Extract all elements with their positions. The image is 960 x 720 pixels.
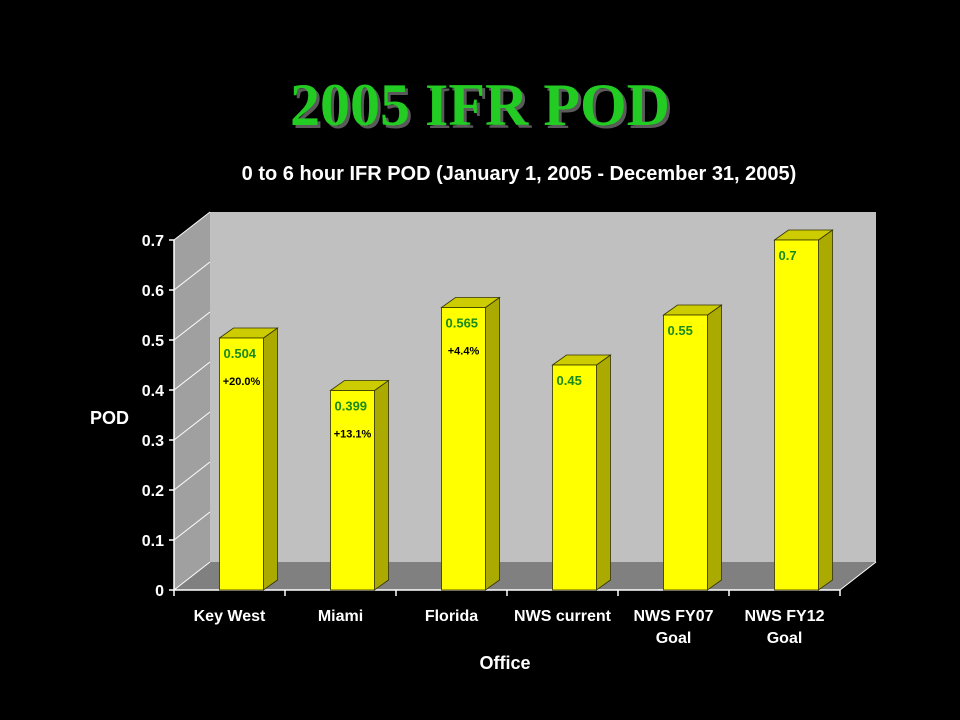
bar-value-label: 0.7 bbox=[779, 248, 797, 263]
x-tick-label: Florida bbox=[425, 608, 478, 625]
x-tick-label: Miami bbox=[318, 608, 363, 625]
bar-percent-label: +20.0% bbox=[223, 376, 261, 388]
y-tick-diagonal bbox=[173, 211, 211, 241]
y-tick-label: 0.1 bbox=[142, 533, 164, 550]
chart-labels: 0.504 +20.0% Key West 0.399 +13.1% Miami 0.565… bbox=[194, 248, 825, 647]
chart-bars bbox=[218, 229, 834, 591]
bar-value-label: 0.565 bbox=[446, 316, 479, 331]
x-axis-diagonal bbox=[839, 561, 877, 591]
slide-title: 2005 IFR POD bbox=[290, 72, 670, 138]
bar bbox=[440, 296, 501, 591]
bar-front bbox=[441, 307, 486, 591]
y-tick-label: 0.7 bbox=[142, 233, 164, 250]
y-tick-label: 0 bbox=[155, 583, 164, 600]
bar-value-label: 0.45 bbox=[557, 373, 582, 388]
chart-floor bbox=[174, 562, 876, 590]
y-tick-diagonal bbox=[173, 461, 211, 491]
y-tick-diagonal bbox=[173, 311, 211, 341]
y-tick-label: 0.6 bbox=[142, 283, 164, 300]
y-tick-label: 0.3 bbox=[142, 433, 164, 450]
bar bbox=[662, 304, 723, 591]
bar-side bbox=[707, 304, 722, 591]
y-tick-label: 0.5 bbox=[142, 333, 164, 350]
bar-side bbox=[374, 379, 389, 591]
y-tick-label: 0.2 bbox=[142, 483, 164, 500]
bar-side bbox=[263, 327, 278, 591]
bar-value-label: 0.399 bbox=[335, 399, 368, 414]
x-tick-label: Key West bbox=[194, 608, 266, 625]
bar-value-label: 0.504 bbox=[224, 346, 257, 361]
bar-side bbox=[818, 229, 833, 591]
y-tick-diagonal bbox=[173, 411, 211, 441]
y-tick-diagonal bbox=[173, 361, 211, 391]
x-tick-label: NWS current bbox=[514, 608, 612, 625]
bar-front bbox=[330, 390, 375, 591]
x-tick-label: NWS FY07 bbox=[633, 608, 713, 625]
y-axis-title: POD bbox=[90, 408, 129, 428]
x-tick-label: Goal bbox=[656, 630, 692, 647]
x-axis-title: Office bbox=[479, 653, 530, 673]
x-tick-label: Goal bbox=[767, 630, 803, 647]
x-tick-label: NWS FY12 bbox=[744, 608, 824, 625]
bar-percent-label: +13.1% bbox=[334, 429, 372, 441]
bar-value-label: 0.55 bbox=[668, 323, 693, 338]
bar-front bbox=[219, 337, 264, 591]
y-tick-diagonal bbox=[173, 511, 211, 541]
bar-front bbox=[774, 239, 819, 591]
y-tick-diagonal bbox=[173, 261, 211, 291]
chart-title: 0 to 6 hour IFR POD (January 1, 2005 - D… bbox=[242, 163, 797, 185]
bar bbox=[773, 229, 834, 591]
bar-front bbox=[552, 364, 597, 591]
bar bbox=[329, 379, 390, 591]
bar-side bbox=[596, 354, 611, 591]
bar-side bbox=[485, 296, 500, 591]
bar bbox=[551, 354, 612, 591]
chart-side-wall bbox=[174, 212, 210, 590]
chart-axes: 0 0.1 0.2 0.3 0.4 0.5 0.6 0.7 bbox=[142, 211, 877, 600]
y-tick-label: 0.4 bbox=[142, 383, 164, 400]
bar-front bbox=[663, 314, 708, 591]
bar bbox=[218, 327, 279, 591]
y-tick-diagonal bbox=[173, 561, 211, 591]
bar-percent-label: +4.4% bbox=[448, 346, 480, 358]
